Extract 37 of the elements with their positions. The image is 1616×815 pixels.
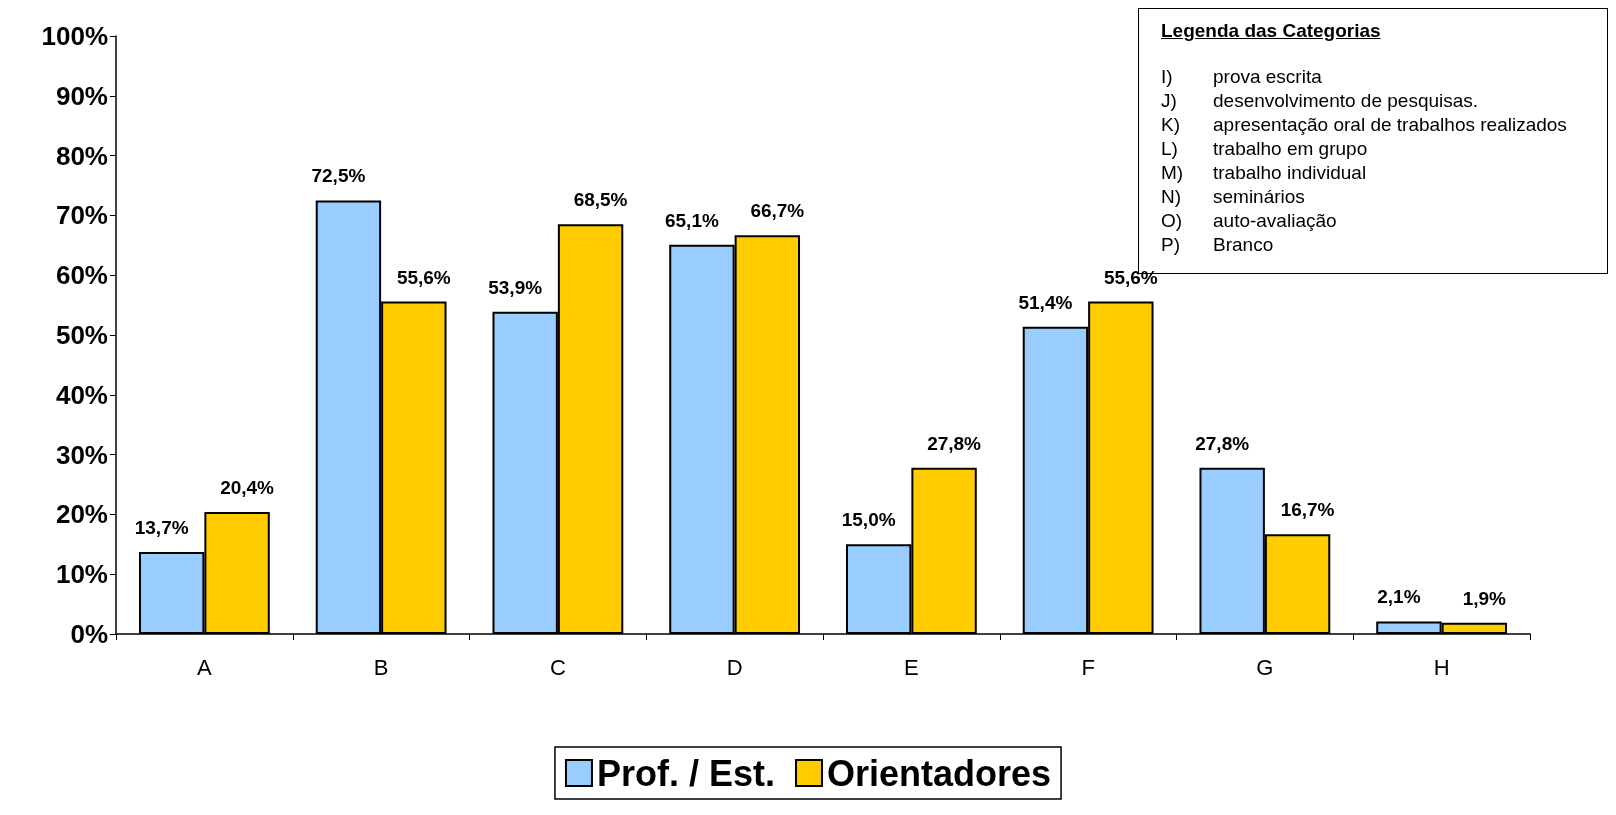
- data-label: 20,4%: [220, 477, 275, 499]
- data-label: 66,7%: [750, 200, 805, 222]
- y-tick-label: 70%: [55, 200, 108, 231]
- y-tick-label: 40%: [55, 379, 108, 410]
- x-tick-label: B: [373, 654, 389, 680]
- data-label: 2,1%: [1377, 586, 1421, 608]
- data-label: 65,1%: [664, 209, 719, 231]
- y-tick-label: 20%: [55, 499, 108, 530]
- data-label: 51,4%: [1018, 291, 1073, 313]
- y-tick-label: 90%: [55, 80, 108, 111]
- legend-label: Orientadores: [826, 752, 1052, 794]
- annotation: Legenda das Categorias: [1161, 19, 1382, 43]
- x-tick-label: A: [197, 654, 213, 680]
- y-tick-label: 10%: [55, 559, 108, 590]
- data-label: 16,7%: [1280, 499, 1335, 521]
- data-label: 1,9%: [1462, 587, 1507, 609]
- data-label: 15,0%: [841, 509, 896, 531]
- x-tick-label: D: [726, 654, 743, 680]
- data-label: 13,7%: [134, 517, 189, 539]
- data-label: 27,8%: [927, 432, 982, 454]
- x-tick-label: G: [1256, 654, 1274, 680]
- data-label: 72,5%: [311, 165, 366, 187]
- y-tick-label: 60%: [55, 260, 108, 291]
- legend-label: Prof. / Est.: [596, 752, 775, 794]
- x-tick-label: H: [1433, 654, 1450, 680]
- data-label: 53,9%: [488, 276, 543, 298]
- data-label: 68,5%: [573, 189, 628, 211]
- data-label: 55,6%: [396, 266, 451, 288]
- y-tick-label: 50%: [55, 320, 108, 350]
- y-tick-label: 30%: [55, 439, 108, 470]
- y-tick-label: 100%: [41, 21, 108, 51]
- data-label: 27,8%: [1195, 432, 1250, 454]
- x-tick-label: F: [1081, 654, 1095, 680]
- y-tick-label: 80%: [55, 140, 108, 171]
- x-tick-label: E: [904, 654, 919, 680]
- x-tick-label: C: [549, 654, 566, 680]
- y-tick-label: 0%: [70, 619, 108, 649]
